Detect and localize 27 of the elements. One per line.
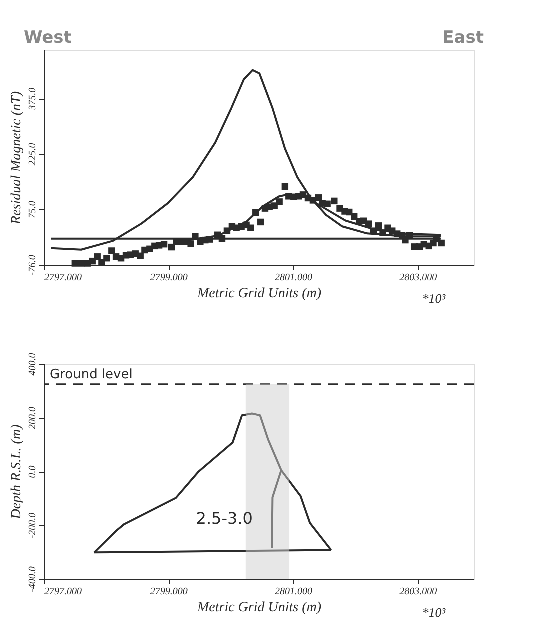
x-axis-title: Metric Grid Units (m)	[196, 600, 322, 616]
y-tick-label: -76.0	[28, 255, 38, 276]
text: *10³	[422, 605, 447, 620]
text: West	[24, 28, 72, 48]
text: *10³	[422, 291, 447, 306]
y-tick-label: 375.0	[28, 88, 38, 112]
x-tick-label: 2801.000	[275, 272, 313, 284]
x-tick-label: 2803.000	[400, 586, 438, 598]
y-tick-label: 0.0	[28, 466, 38, 478]
x-tick-label: 2797.000	[44, 272, 82, 284]
y-tick-label: 225.0	[28, 143, 38, 166]
x-tick-label: 2799.000	[150, 586, 188, 598]
x-tick-label: 2799.000	[150, 272, 188, 284]
y-axis-title: Residual Magnetic (nT)	[10, 91, 24, 226]
ref-line-label: Ground level	[50, 367, 133, 382]
y-axis-title: Depth R.S.L. (m)	[10, 424, 24, 520]
y-tick-label: 75.0	[28, 201, 38, 219]
y-tick-label: -400.0	[28, 566, 38, 592]
x-tick-label: 2801.000	[275, 586, 313, 598]
text: East	[442, 28, 484, 48]
y-tick-label: 200.0	[28, 407, 38, 430]
x-tick-label: 2803.000	[400, 272, 438, 284]
annotation: 2.5-3.0	[196, 508, 253, 528]
x-tick-label: 2797.000	[44, 586, 82, 598]
y-tick-label: 400.0	[28, 353, 38, 376]
y-tick-label: -200.0	[28, 512, 38, 539]
x-axis-title: Metric Grid Units (m)	[196, 286, 322, 302]
